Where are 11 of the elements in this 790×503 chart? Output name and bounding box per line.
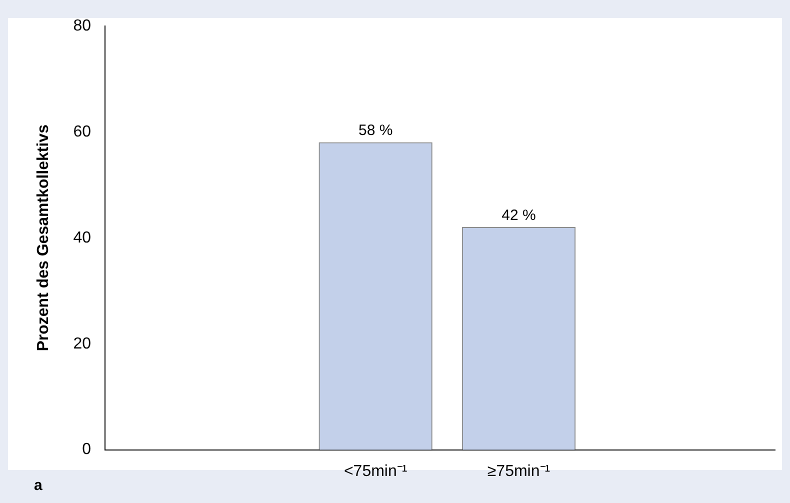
x-tick-label: <75min⁻¹: [344, 462, 408, 480]
y-tick-label: 20: [73, 335, 92, 352]
y-tick-label: 60: [73, 123, 92, 140]
y-tick-label: 80: [73, 17, 92, 34]
y-tick-label: 0: [82, 441, 92, 458]
y-tick-label: 40: [73, 229, 92, 246]
data-label: 42 %: [502, 206, 536, 224]
x-tick-label: ≥75min⁻¹: [487, 462, 550, 480]
data-label: 58 %: [358, 122, 393, 140]
y-axis-title: Prozent des Gesamtkollektivs: [35, 124, 52, 352]
text: a: [34, 477, 43, 494]
